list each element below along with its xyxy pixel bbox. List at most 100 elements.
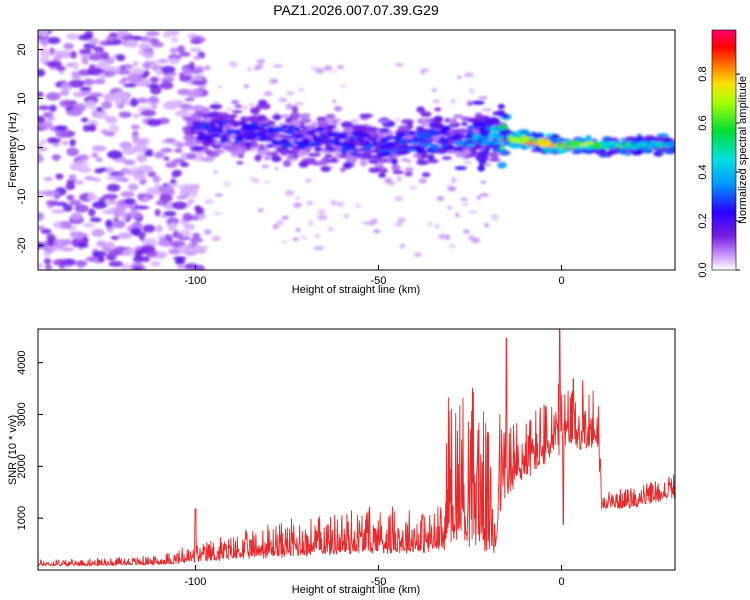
spectrogram-noise-cell [468,210,478,214]
spectrogram-noise-cell [191,80,206,86]
spectrogram-noise-cell [96,240,107,248]
spectrogram-ridge-cell [285,103,294,110]
spectrogram-noise-cell [464,72,474,78]
spectrogram-ridge-cell [508,142,523,149]
spectrogram-ridge-cell [494,135,504,140]
spectrogram-ridge-cell [271,140,283,146]
spectrogram-noise-cell [54,125,68,131]
colorbar-ticks: 0.0 0.2 0.4 0.6 0.8 [697,66,740,278]
spectrogram-noise-cell [139,111,153,116]
spectrogram-noise-cell [211,235,221,242]
spectrogram-ridge-cell [217,126,223,131]
spectrogram-ridge-cell [363,151,372,159]
spectrogram-noise-cell [72,160,89,167]
spectrogram-noise-cell [193,55,202,60]
spectrogram-noise-cell [167,182,179,188]
spectrogram-noise-cell [148,96,159,103]
spectrogram-ridge-cell [440,126,451,132]
spectrogram-noise-cell [176,195,188,200]
spectrogram-noise-cell [88,208,96,217]
spectrogram-noise-cell [162,103,174,109]
spectrogram-ridge-cell [267,134,278,137]
spectrogram-ridge-cell [434,122,442,130]
spectrogram-ridge-cell [641,142,647,146]
spectrogram-ridge-cell [200,156,215,162]
spectrogram-ridge-cell [191,145,206,152]
spectrogram-noise-cell [96,114,110,120]
spectrogram-noise-cell [81,55,89,65]
spectrogram-ridge-cell [400,147,408,152]
spectrogram-ridge-cell [455,151,467,158]
spectrogram-noise-cell [249,176,256,182]
spectrogram-ridge-cell [391,158,398,165]
spectrogram-ridge-cell [285,130,296,135]
spectrogram-ridge-cell [404,171,413,177]
spectrogram-noise-cell [248,103,255,108]
spectrogram-noise-cell [122,146,137,155]
spectrogram-noise-cell [436,196,444,202]
spectrogram-ridge-cell [359,143,368,147]
y-tick-label: 1000 [16,506,28,530]
spectrogram-ridge-cell [497,161,507,169]
spectrogram-noise-cell [74,204,89,213]
spectrogram-noise-cell [451,177,457,184]
spectrogram-ridge-cell [236,139,244,143]
spectrogram-x-axis-label: Height of straight line (km) [292,284,420,296]
spectrogram-ridge-cell [475,114,486,122]
spectrogram-noise-cell [77,154,89,161]
spectrogram-noise-cell [147,171,157,178]
spectrogram-ridge-cell [203,149,214,155]
spectrogram-noise-cell [91,152,99,158]
spectrogram-noise-cell [170,36,179,43]
spectrogram-ridge-cell [284,141,292,144]
spectrogram-noise-cell [189,47,202,53]
spectrogram-ridge-cell [294,127,300,132]
spectrogram-ridge-cell [260,123,269,127]
snr-frame [37,328,676,571]
spectrogram-ridge-cell [537,142,550,148]
spectrogram-ridge-cell [413,145,424,149]
spectrogram-ridge-cell [258,99,268,106]
spectrogram-ridge-cell [484,146,491,152]
y-tick-label: 3000 [16,402,28,426]
spectrogram-ridge-cell [356,137,363,143]
spectrogram-noise-cell [50,209,66,214]
spectrogram-noise-cell [255,64,264,69]
spectrogram-noise-cell [80,117,89,123]
spectrogram-noise-cell [65,182,76,190]
y-tick-label: 4000 [16,350,28,374]
spectrogram-ridge-cell [369,159,379,164]
spectrogram-noise-cell [38,263,44,269]
spectrogram-ridge-cell [347,136,355,140]
spectrogram-noise-cell [45,200,60,205]
spectrogram-noise-cell [460,197,468,201]
x-tick-label: -50 [371,576,387,588]
spectrogram-noise-cell [91,228,105,237]
snr-plot-area [38,329,675,570]
spectrogram-noise-cell [409,185,418,191]
spectrogram-noise-cell [114,90,129,100]
spectrogram-ridge-cell [340,121,354,129]
spectrogram-noise-cell [427,221,433,227]
spectrogram-noise-cell [101,101,112,109]
spectrogram-noise-cell [105,200,119,206]
spectrogram-ridge-cell [581,142,589,146]
spectrogram-ridge-cell [311,121,319,127]
spectrogram-ridge-cell [209,125,219,129]
spectrogram-ridge-cell [294,146,307,150]
spectrogram-ridge-cell [292,139,300,144]
spectrogram-noise-cell [121,211,129,220]
spectrogram-ridge-cell [257,114,267,121]
spectrogram-noise-cell [198,84,207,90]
spectrogram-ridge-cell [297,149,308,158]
spectrogram-noise-cell [71,71,79,77]
spectrogram-ridge-cell [418,149,426,153]
colorbar: 0.0 0.2 0.4 0.6 0.8 Normalized spectral ampl… [697,29,749,278]
spectrogram-noise-cell [74,103,86,112]
colorbar-tick-label: 0.0 [697,262,709,277]
spectrogram-ridge-cell [273,114,282,121]
spectrogram-noise-cell [38,105,50,111]
spectrogram-noise-cell [161,65,176,74]
spectrogram-noise-cell [38,91,44,98]
spectrogram-ridge-cell [263,156,271,161]
